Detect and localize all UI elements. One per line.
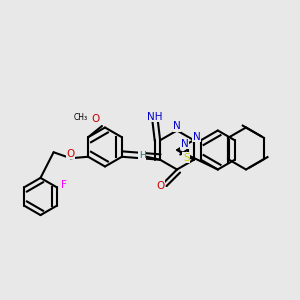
- Text: O: O: [92, 113, 100, 124]
- Text: CH₃: CH₃: [74, 113, 88, 122]
- Text: N: N: [193, 132, 201, 142]
- Text: H: H: [139, 151, 145, 160]
- Text: O: O: [67, 149, 75, 159]
- Text: N: N: [181, 139, 189, 148]
- Text: N: N: [173, 121, 181, 131]
- Text: F: F: [61, 180, 67, 190]
- Text: S: S: [183, 153, 190, 163]
- Text: NH: NH: [147, 112, 163, 122]
- Text: O: O: [156, 181, 165, 191]
